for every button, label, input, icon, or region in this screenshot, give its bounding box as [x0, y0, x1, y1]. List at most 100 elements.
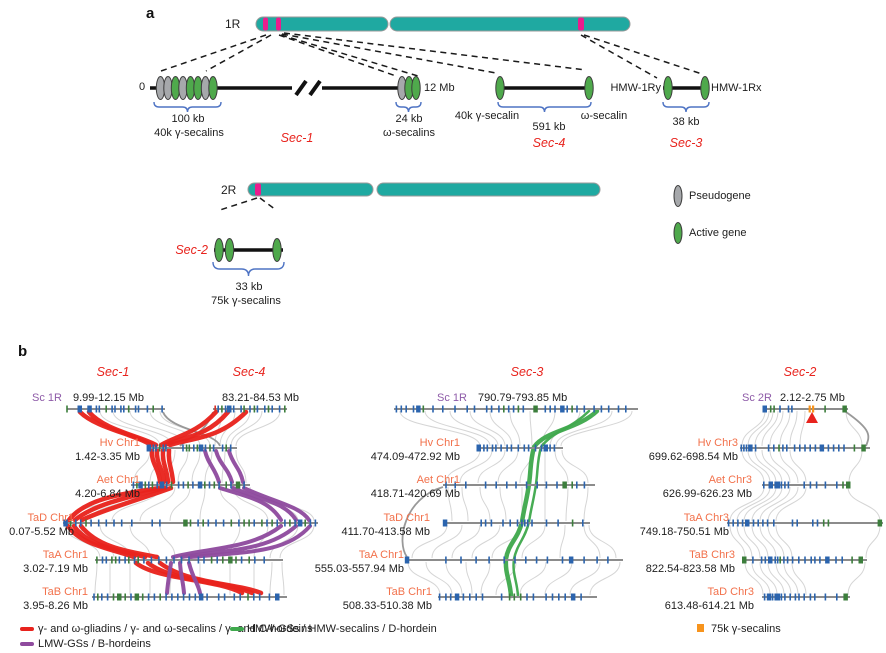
row-species-label: TaB Chr3	[689, 549, 735, 561]
gene-mark-tick	[780, 481, 783, 489]
gene-mark-tick	[803, 593, 805, 601]
row-species-label: TaA Chr1	[358, 549, 404, 561]
purple-synteny-ribbon	[171, 524, 283, 559]
gray-synteny-curve	[99, 410, 161, 447]
gene-mark-tick	[87, 405, 92, 413]
gray-synteny-curve	[541, 410, 556, 447]
gene-mark-tick	[243, 519, 245, 527]
gene-mark-tick	[261, 519, 263, 527]
gray-synteny-curve	[401, 486, 444, 558]
scale-start-label: 0	[139, 81, 146, 93]
gene-mark-tick	[95, 405, 98, 413]
gene-mark-tick	[138, 481, 143, 489]
gene-mark-tick	[526, 593, 528, 601]
gene-mark-tick	[194, 593, 197, 601]
gray-synteny-curve	[747, 449, 771, 484]
gene-mark-tick	[877, 519, 883, 527]
gene-mark-tick	[804, 556, 806, 564]
gray-synteny-curve	[583, 486, 589, 522]
gene-mark-tick	[85, 519, 87, 527]
gray-synteny-curve	[64, 524, 101, 559]
gene-mark-tick	[217, 593, 220, 601]
gene-mark-tick	[230, 481, 232, 489]
gene-mark-tick	[159, 519, 161, 527]
gene-mark-tick	[214, 405, 216, 413]
size-brace-icon	[497, 101, 592, 113]
chromosome-1r	[255, 16, 631, 32]
gene-mark-tick	[221, 405, 223, 413]
gray-synteny-curve	[214, 410, 223, 447]
sec1-cluster2-label: ω-secalins	[383, 127, 435, 139]
red-synteny-ribbon	[166, 447, 176, 485]
chr2r-band-1	[255, 183, 261, 196]
gene-mark-tick	[809, 593, 812, 601]
gene-mark-tick	[490, 405, 493, 413]
gray-synteny-curve	[497, 449, 519, 484]
purple-synteny-ribbon	[242, 486, 311, 522]
row-range-label: 508.33-510.38 Mb	[342, 600, 432, 612]
gene-mark-tick	[173, 556, 175, 564]
row-range-label: 2.12-2.75 Mb	[780, 392, 845, 404]
gene-mark-tick	[485, 405, 488, 413]
gene-mark-tick	[69, 519, 72, 527]
gray-synteny-curve	[789, 449, 807, 484]
gene-mark-tick	[131, 519, 133, 527]
gene-mark-tick	[232, 405, 235, 413]
gene-mark-tick	[240, 556, 243, 564]
gene-mark-tick	[808, 405, 811, 413]
row-range-label: 9.99-12.15 Mb	[73, 392, 144, 404]
gene-mark-tick	[861, 444, 866, 452]
gene-mark-tick	[607, 405, 610, 413]
gray-synteny-curve	[775, 561, 792, 596]
gray-synteny-curve	[754, 449, 777, 484]
gene-mark-tick	[165, 593, 167, 601]
gene-mark-tick	[793, 444, 796, 452]
legend-orange-label: 75k γ-secalins	[711, 623, 781, 635]
gene-mark-tick	[727, 519, 730, 527]
row-range-label: 83.21-84.53 Mb	[222, 392, 300, 404]
gene-mark-tick	[224, 405, 227, 413]
gray-synteny-curve	[741, 449, 765, 484]
gene-mark-tick	[228, 556, 233, 564]
gene-mark-tick	[551, 593, 554, 601]
gene-mark-tick	[256, 405, 259, 413]
gene-mark-tick	[798, 593, 800, 601]
sec2-name: Sec-2	[175, 243, 208, 257]
gene-mark-tick	[445, 481, 447, 489]
purple-synteny-ribbon	[203, 449, 221, 484]
gray-synteny-curve	[736, 486, 771, 522]
gene-mark-tick	[764, 556, 767, 564]
gene-mark-tick	[204, 444, 207, 452]
gene-mark-tick	[514, 556, 516, 564]
gene-mark-tick	[549, 405, 551, 413]
gene-mark-tick	[162, 444, 164, 452]
gene-mark-tick	[491, 444, 494, 452]
gray-synteny-curve	[559, 524, 566, 559]
gene-mark-tick	[165, 481, 168, 489]
gene-mark-tick	[263, 556, 265, 564]
gene-mark-tick	[462, 593, 465, 601]
gray-synteny-curve	[269, 524, 299, 559]
red-synteny-ribbon	[154, 447, 167, 485]
gene-mark-tick	[812, 405, 815, 413]
gene-mark-tick	[235, 481, 241, 489]
gene-mark-tick	[114, 556, 117, 564]
sec2-locus-map	[214, 238, 283, 262]
gray-synteny-curve	[783, 561, 799, 596]
axis-break-icon	[308, 79, 322, 97]
gene-mark-tick	[189, 519, 192, 527]
gene-mark-tick	[545, 519, 548, 527]
gene-mark-tick	[532, 593, 535, 601]
row-species-label: Aet Chr3	[708, 474, 752, 486]
gene-mark-tick	[544, 405, 547, 413]
gene-mark-tick	[197, 481, 203, 489]
sec1-cluster2-size: 24 kb	[395, 113, 423, 125]
gene-mark-tick	[600, 405, 603, 413]
gene-mark-tick	[193, 444, 195, 452]
gene-mark-tick	[508, 593, 511, 601]
gray-synteny-curve	[519, 561, 547, 596]
gene-mark-tick	[120, 405, 122, 413]
gene-mark-tick	[596, 556, 598, 564]
gene-mark-tick	[134, 593, 140, 601]
gene-mark-tick	[225, 444, 227, 452]
